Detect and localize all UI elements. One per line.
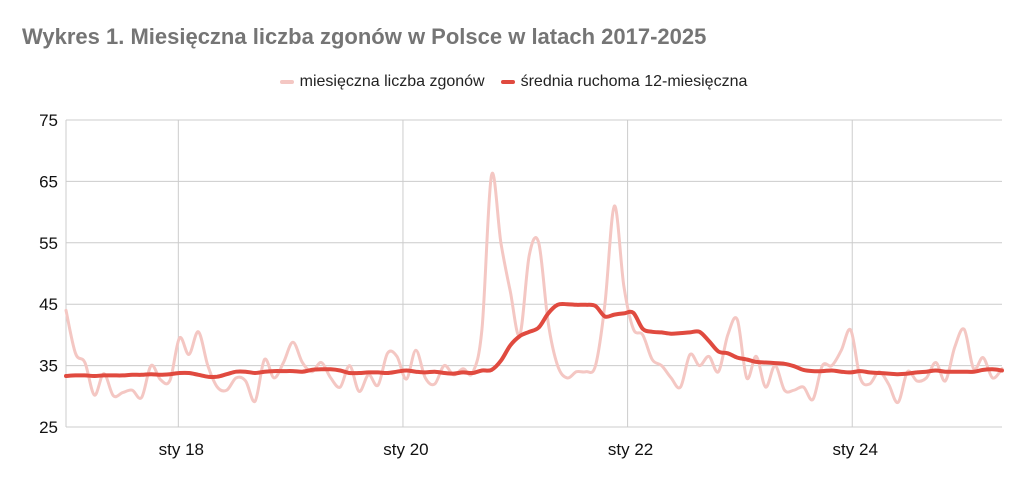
legend-label-monthly: miesięczna liczba zgonów [299, 73, 485, 90]
chart-legend: miesięczna liczba zgonów średnia ruchoma… [0, 73, 1027, 91]
x-tick-label: sty 18 [159, 440, 204, 459]
legend-label-moving-average: średnia ruchoma 12-miesięczna [520, 73, 748, 90]
series-line-monthly [64, 171, 1004, 404]
y-tick-label: 65 [39, 172, 58, 191]
y-tick-label: 45 [39, 295, 58, 314]
y-tick-label: 25 [39, 418, 58, 437]
x-tick-label: sty 24 [833, 440, 878, 459]
chart-series [64, 171, 1004, 404]
legend-item-monthly: miesięczna liczba zgonów [279, 73, 485, 91]
x-tick-label: sty 20 [383, 440, 428, 459]
y-tick-label: 75 [39, 111, 58, 130]
y-tick-label: 35 [39, 357, 58, 376]
legend-item-moving-average: średnia ruchoma 12-miesięczna [500, 73, 748, 91]
legend-swatch-moving-average [500, 80, 515, 84]
chart-grid [65, 119, 1002, 428]
series-line-moving-average [64, 301, 1004, 379]
y-axis-ticks: 75 65 55 45 35 25 [39, 111, 58, 437]
y-tick-label: 55 [39, 234, 58, 253]
chart-title: Wykres 1. Miesięczna liczba zgonów w Pol… [22, 24, 707, 49]
x-tick-label: sty 22 [608, 440, 653, 459]
legend-swatch-monthly [279, 80, 294, 84]
x-axis-ticks: sty 18 sty 20 sty 22 sty 24 [159, 440, 878, 459]
